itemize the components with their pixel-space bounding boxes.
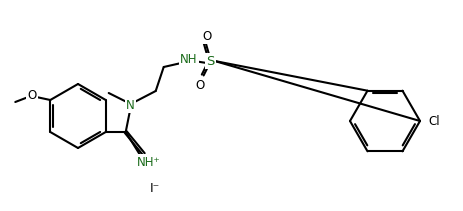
Text: O: O <box>195 78 204 92</box>
Text: O: O <box>202 30 211 42</box>
Text: S: S <box>206 54 215 68</box>
Text: Cl: Cl <box>428 115 440 127</box>
Text: NH⁺: NH⁺ <box>137 156 161 169</box>
Text: I⁻: I⁻ <box>150 183 160 196</box>
Text: O: O <box>28 88 37 101</box>
Text: NH: NH <box>180 53 197 65</box>
Text: N: N <box>126 99 135 111</box>
